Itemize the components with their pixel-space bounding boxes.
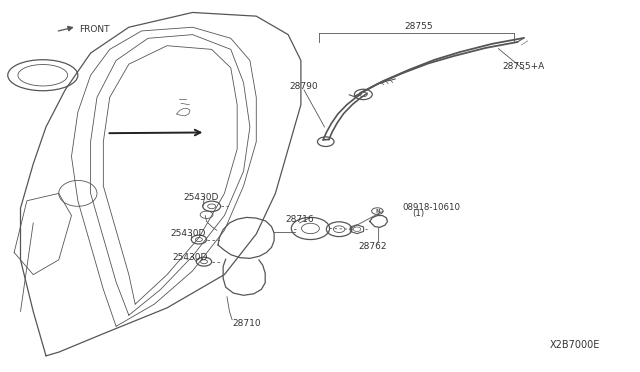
Text: 25430D: 25430D: [184, 193, 219, 202]
Text: 28710: 28710: [232, 319, 260, 328]
Text: X2B7000E: X2B7000E: [550, 340, 600, 350]
Text: (1): (1): [412, 209, 424, 218]
Text: 25430D: 25430D: [170, 230, 205, 238]
Text: 28755+A: 28755+A: [503, 61, 545, 71]
Text: FRONT: FRONT: [79, 25, 109, 34]
Text: 28716: 28716: [285, 215, 314, 224]
Text: 08918-10610: 08918-10610: [403, 203, 461, 212]
Text: 28790: 28790: [290, 82, 318, 91]
Text: 25430D: 25430D: [172, 253, 207, 262]
Text: 28762: 28762: [358, 243, 387, 251]
Text: 28755: 28755: [404, 22, 433, 31]
Text: N: N: [375, 209, 380, 214]
